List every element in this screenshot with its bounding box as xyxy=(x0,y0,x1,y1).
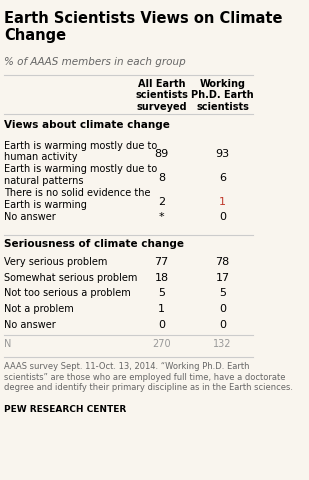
Text: 1: 1 xyxy=(158,303,165,313)
Text: 5: 5 xyxy=(219,288,226,298)
Text: Views about climate change: Views about climate change xyxy=(4,120,170,130)
Text: 18: 18 xyxy=(154,272,169,282)
Text: 93: 93 xyxy=(216,149,230,159)
Text: 0: 0 xyxy=(219,303,226,313)
Text: Working
Ph.D. Earth
scientists: Working Ph.D. Earth scientists xyxy=(191,79,254,112)
Text: 0: 0 xyxy=(158,319,165,329)
Text: All Earth
scientists
surveyed: All Earth scientists surveyed xyxy=(135,79,188,112)
Text: 5: 5 xyxy=(158,288,165,298)
Text: 132: 132 xyxy=(214,339,232,349)
Text: PEW RESEARCH CENTER: PEW RESEARCH CENTER xyxy=(4,405,126,414)
Text: 77: 77 xyxy=(154,256,169,266)
Text: *: * xyxy=(159,212,164,222)
Text: 2: 2 xyxy=(158,197,165,206)
Text: 78: 78 xyxy=(215,256,230,266)
Text: Not too serious a problem: Not too serious a problem xyxy=(4,288,131,298)
Text: Somewhat serious problem: Somewhat serious problem xyxy=(4,272,137,282)
Text: 6: 6 xyxy=(219,173,226,183)
Text: 17: 17 xyxy=(216,272,230,282)
Text: There is no solid evidence the
Earth is warming: There is no solid evidence the Earth is … xyxy=(4,188,150,210)
Text: Very serious problem: Very serious problem xyxy=(4,256,107,266)
Text: 8: 8 xyxy=(158,173,165,183)
Text: No answer: No answer xyxy=(4,319,56,329)
Text: 89: 89 xyxy=(154,149,169,159)
Text: AAAS survey Sept. 11-Oct. 13, 2014. “Working Ph.D. Earth
scientists” are those w: AAAS survey Sept. 11-Oct. 13, 2014. “Wor… xyxy=(4,362,293,391)
Text: % of AAAS members in each group: % of AAAS members in each group xyxy=(4,57,186,67)
Text: Earth is warming mostly due to
human activity: Earth is warming mostly due to human act… xyxy=(4,140,157,162)
Text: 270: 270 xyxy=(152,339,171,349)
Text: 0: 0 xyxy=(219,212,226,222)
Text: No answer: No answer xyxy=(4,212,56,222)
Text: 0: 0 xyxy=(219,319,226,329)
Text: Earth is warming mostly due to
natural patterns: Earth is warming mostly due to natural p… xyxy=(4,164,157,186)
Text: 1: 1 xyxy=(219,197,226,206)
Text: Not a problem: Not a problem xyxy=(4,303,74,313)
Text: Seriousness of climate change: Seriousness of climate change xyxy=(4,238,184,248)
Text: N: N xyxy=(4,339,11,349)
Text: Earth Scientists Views on Climate
Change: Earth Scientists Views on Climate Change xyxy=(4,11,282,43)
